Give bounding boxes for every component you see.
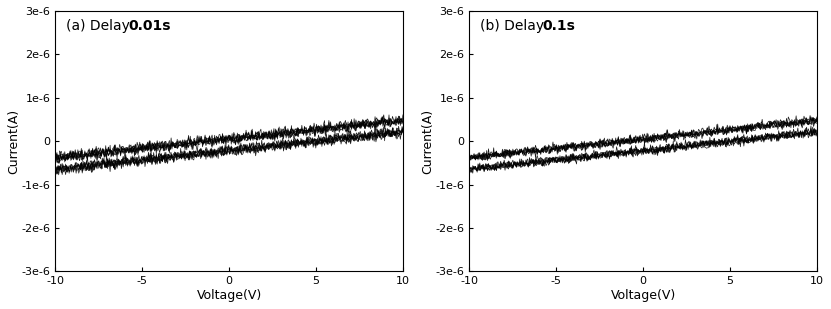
Text: 0.1s: 0.1s [543, 19, 575, 33]
Text: (a) Delay: (a) Delay [66, 19, 134, 33]
X-axis label: Voltage(V): Voltage(V) [611, 289, 676, 302]
Y-axis label: Current(A): Current(A) [7, 109, 20, 174]
Y-axis label: Current(A): Current(A) [421, 109, 434, 174]
X-axis label: Voltage(V): Voltage(V) [196, 289, 262, 302]
Text: (b) Delay: (b) Delay [479, 19, 548, 33]
Text: 0.01s: 0.01s [128, 19, 170, 33]
